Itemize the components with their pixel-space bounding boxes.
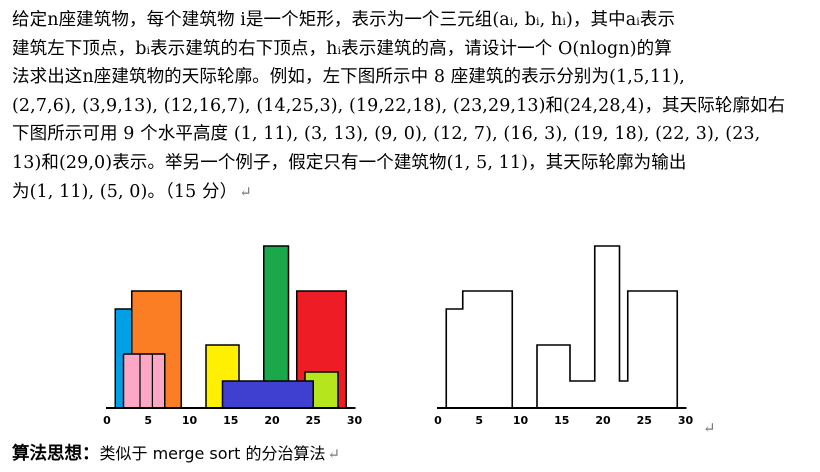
- skyline-tick-label-5: 5: [475, 414, 483, 427]
- tick-label-25: 25: [306, 414, 321, 427]
- problem-line-5: 下图所示可用 9 个水平高度 (1, 11), (3, 13), (9, 0),…: [12, 124, 761, 145]
- algorithm-heading-text: 类似于 merge sort 的分治算法: [99, 444, 326, 463]
- paragraph-return-mark: ↵: [239, 182, 252, 201]
- tick-label-0: 0: [103, 414, 111, 427]
- building-3: [122, 353, 166, 409]
- algorithm-heading: 算法思想：类似于 merge sort 的分治算法 ↵: [12, 440, 340, 465]
- tick-label-15: 15: [223, 414, 238, 427]
- tick-label-20: 20: [264, 414, 280, 427]
- heading-return-mark: ↵: [327, 445, 341, 463]
- tick-label-5: 5: [144, 414, 152, 427]
- tick-label-30: 30: [347, 414, 363, 427]
- skyline-tick-label-10: 10: [513, 414, 529, 427]
- skyline-tick-label-15: 15: [554, 414, 569, 427]
- tick-label-10: 10: [182, 414, 198, 427]
- problem-line-3: 法求出这n座建筑物的天际轮廓。例如，左下图所示中 8 座建筑的表示分别为(1,5…: [12, 67, 685, 88]
- skyline-tick-label-20: 20: [595, 414, 611, 427]
- problem-line-7-text: 为(1, 11), (5, 0)。（15 分）: [12, 181, 238, 202]
- buildings-figure: 0 5 10 15 20 25 30: [103, 245, 363, 427]
- skyline-tick-label-0: 0: [434, 414, 442, 427]
- skyline-outline: [445, 245, 679, 409]
- problem-statement: 给定n座建筑物，每个建筑物 i是一个矩形，表示为一个三元组(aᵢ, bᵢ, hᵢ…: [12, 6, 802, 206]
- figure-return-mark: ↵: [703, 419, 716, 437]
- skyline-tick-label-30: 30: [678, 414, 694, 427]
- skyline-tick-label-25: 25: [637, 414, 652, 427]
- building-8: [221, 380, 314, 409]
- algorithm-heading-label: 算法思想：: [12, 444, 100, 464]
- problem-line-6: 13)和(29,0)表示。举另一个例子，假定只有一个建筑物(1, 5, 11)，…: [12, 152, 687, 173]
- problem-line-7: 为(1, 11), (5, 0)。（15 分） ↵: [12, 178, 802, 207]
- problem-line-1: 给定n座建筑物，每个建筑物 i是一个矩形，表示为一个三元组(aᵢ, bᵢ, hᵢ…: [12, 10, 676, 30]
- skyline-figure: 0 5 10 15 20 25 30: [434, 245, 694, 427]
- problem-line-2: 建筑左下顶点，bᵢ表示建筑的右下顶点，hᵢ表示建筑的高，请设计一个 O(nlog…: [12, 38, 672, 59]
- problem-line-4: (2,7,6), (3,9,13), (12,16,7), (14,25,3),…: [12, 95, 786, 116]
